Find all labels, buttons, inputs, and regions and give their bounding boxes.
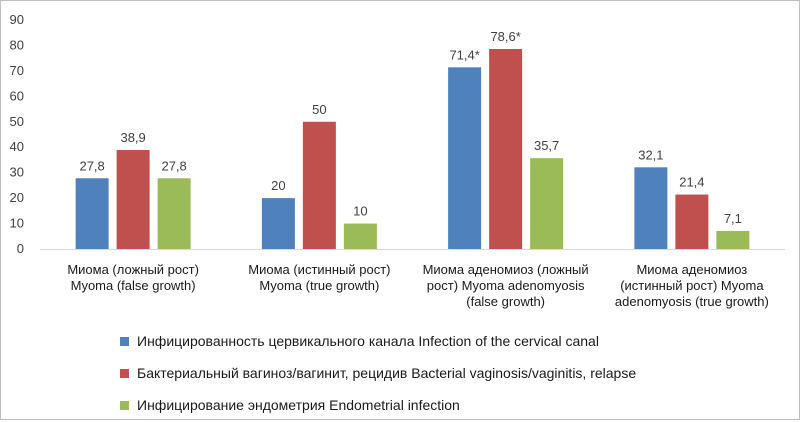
category-label: Миома (истинный рост) [248,262,390,277]
legend-swatch-blue [120,336,129,346]
category-label: Миома аденомиоз [636,262,747,277]
data-label: 32,1 [638,147,663,162]
legend-item-cervical-infection: Инфицированность цервикального канала In… [120,325,636,357]
data-label: 38,9 [120,130,145,145]
y-tick-label: 20 [10,190,24,205]
y-tick-label: 60 [10,88,24,103]
y-tick-label: 30 [10,165,24,180]
data-label: 7,1 [724,211,742,226]
bar [261,198,295,249]
category-label: Myoma (true growth) [259,278,379,293]
y-tick-label: 70 [10,63,24,78]
bar [716,230,750,249]
data-label: 21,4 [679,175,704,190]
data-label: 35,7 [534,138,559,153]
bar [634,167,668,249]
bar [157,178,191,249]
legend-item-bacterial-vaginosis: Бактериальный вагиноз/вагинит, рецидив B… [120,357,636,389]
data-label: 27,8 [79,158,104,173]
bar [448,67,482,250]
category-label: рост) Myoma adenomyosis [427,278,585,293]
category-label: Миома аденомиоз (ложный [423,262,589,277]
data-label: 20 [271,178,285,193]
bar [302,121,336,249]
data-label: 27,8 [161,158,186,173]
bar [343,223,377,249]
legend-swatch-red [120,368,129,378]
category-label: adenomyosis (true growth) [615,294,769,309]
bar [489,49,523,249]
bar [530,158,564,249]
legend: Инфицированность цервикального канала In… [120,325,636,421]
legend-swatch-green [120,400,129,410]
y-tick-label: 10 [10,216,24,231]
category-label: (false growth) [466,294,545,309]
legend-label: Бактериальный вагиноз/вагинит, рецидив B… [137,365,637,381]
data-label: 50 [312,102,326,117]
legend-label: Инфицированность цервикального канала In… [137,333,599,349]
y-tick-label: 80 [10,37,24,52]
bar [675,194,709,249]
y-tick-label: 90 [10,12,24,27]
bar [116,150,150,249]
y-tick-label: 50 [10,114,24,129]
legend-item-endometrial-infection: Инфицирование эндометрия Endometrial inf… [120,389,636,421]
data-label: 78,6* [490,29,520,44]
y-tick-label: 0 [17,241,24,256]
data-label: 10 [353,204,367,219]
category-label: Myoma (false growth) [71,278,196,293]
y-tick-label: 40 [10,139,24,154]
data-label: 71,4* [449,47,479,62]
legend-label: Инфицирование эндометрия Endometrial inf… [137,397,460,413]
category-label: Миома (ложный рост) [67,262,199,277]
category-label: (истинный рост) Myoma [620,278,764,293]
bar [75,178,109,249]
